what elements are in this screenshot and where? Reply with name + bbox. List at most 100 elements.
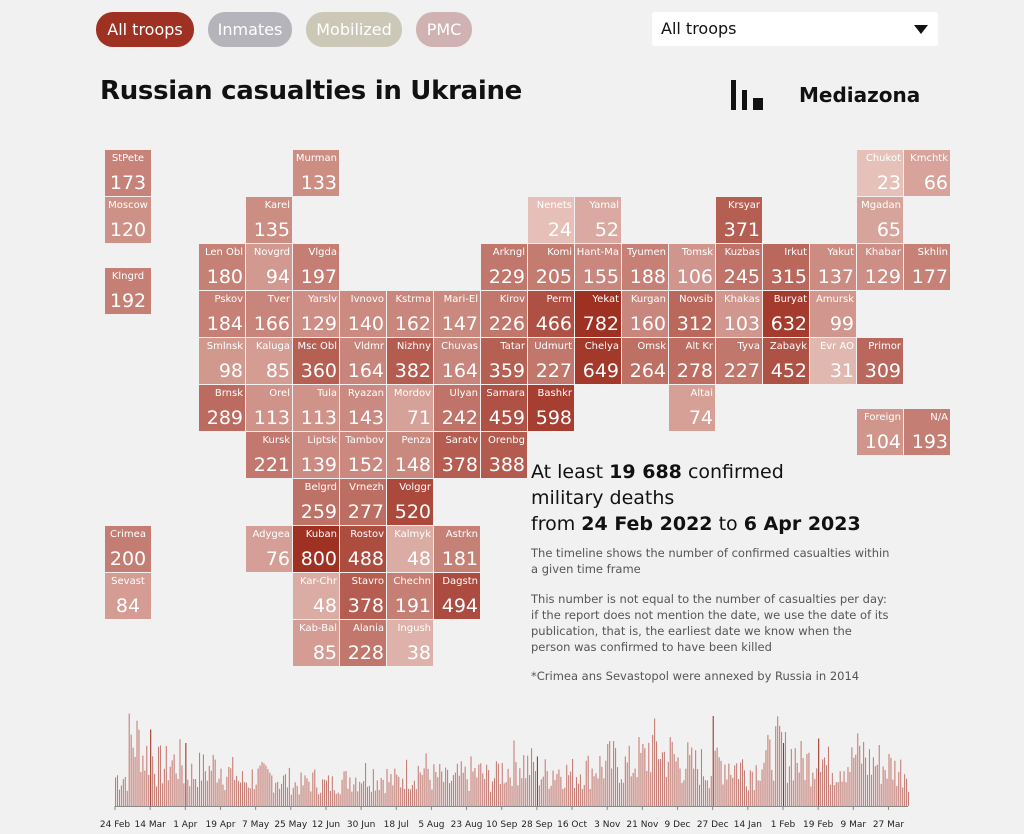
timeline-bar[interactable] xyxy=(753,790,755,806)
timeline-bar[interactable] xyxy=(583,785,585,806)
region-tile-kuzbas[interactable]: Kuzbas 245 xyxy=(716,244,762,290)
timeline-bar[interactable] xyxy=(284,774,286,806)
region-tile-primor[interactable]: Primor 309 xyxy=(857,338,903,384)
region-tile-zabayk[interactable]: Zabayk 452 xyxy=(763,338,809,384)
region-tile-yarslv[interactable]: Yarslv 129 xyxy=(293,291,339,337)
timeline-bar[interactable] xyxy=(724,764,726,806)
casualty-timeline-chart[interactable]: 24 Feb 14 Mar 1 Apr 19 Apr 7 May 25 May 12 Jun… xyxy=(96,708,926,834)
tab-all-troops[interactable]: All troops xyxy=(96,12,194,47)
region-tile-bashkr[interactable]: Bashkr 598 xyxy=(528,385,574,431)
timeline-bar[interactable] xyxy=(609,741,611,806)
region-tile-nizhny[interactable]: Nizhny 382 xyxy=(387,338,433,384)
region-tile-orel[interactable]: Orel 113 xyxy=(246,385,292,431)
timeline-bar[interactable] xyxy=(212,754,214,806)
timeline-bar[interactable] xyxy=(441,771,443,806)
region-tile-chukot[interactable]: Chukot 23 xyxy=(857,150,903,196)
timeline-bar[interactable] xyxy=(384,793,386,806)
timeline-bar[interactable] xyxy=(804,780,806,806)
timeline-bar[interactable] xyxy=(876,764,878,806)
region-tile-kursk[interactable]: Kursk 221 xyxy=(246,432,292,478)
timeline-bar[interactable] xyxy=(273,792,275,806)
timeline-bar[interactable] xyxy=(478,764,480,806)
timeline-bar[interactable] xyxy=(784,732,787,806)
timeline-bar[interactable] xyxy=(476,777,478,806)
timeline-bar[interactable] xyxy=(751,771,753,806)
timeline-bar[interactable] xyxy=(243,782,245,806)
timeline-bar[interactable] xyxy=(808,752,810,806)
timeline-bar[interactable] xyxy=(792,780,794,806)
region-tile-tver[interactable]: Tver 166 xyxy=(246,291,292,337)
timeline-bar[interactable] xyxy=(870,774,872,806)
timeline-bar[interactable] xyxy=(589,789,591,806)
region-tile-kurgan[interactable]: Kurgan 160 xyxy=(622,291,668,337)
timeline-bar[interactable] xyxy=(892,779,894,806)
timeline-bar[interactable] xyxy=(429,779,431,806)
timeline-bar[interactable] xyxy=(204,771,206,806)
timeline-bar[interactable] xyxy=(200,780,203,806)
timeline-bar[interactable] xyxy=(245,782,247,806)
region-tile-klngrd[interactable]: Klngrd 192 xyxy=(105,267,151,314)
timeline-bar[interactable] xyxy=(400,787,402,806)
timeline-bar[interactable] xyxy=(699,784,701,806)
timeline-bar[interactable] xyxy=(261,762,263,806)
region-tile-kaluga[interactable]: Kaluga 85 xyxy=(246,338,292,384)
timeline-bar[interactable] xyxy=(657,759,660,806)
timeline-bar[interactable] xyxy=(394,768,396,806)
region-tile-hant-ma[interactable]: Hant-Ma 155 xyxy=(575,244,621,290)
timeline-bar[interactable] xyxy=(544,759,546,806)
timeline-bar[interactable] xyxy=(548,788,550,806)
timeline-bar[interactable] xyxy=(339,794,341,806)
timeline-bar[interactable] xyxy=(865,757,867,806)
timeline-bar[interactable] xyxy=(335,793,337,806)
timeline-bar[interactable] xyxy=(409,789,411,806)
timeline-bar[interactable] xyxy=(581,788,583,806)
timeline-bar[interactable] xyxy=(779,725,781,806)
timeline-bar[interactable] xyxy=(159,745,161,806)
timeline-bar[interactable] xyxy=(738,779,740,806)
timeline-bar[interactable] xyxy=(156,786,158,806)
region-tile-krsyar[interactable]: Krsyar 371 xyxy=(716,197,762,243)
region-tile-ryazan[interactable]: Ryazan 143 xyxy=(340,385,386,431)
timeline-bar[interactable] xyxy=(736,763,738,806)
timeline-bar[interactable] xyxy=(271,775,273,806)
timeline-bar[interactable] xyxy=(314,769,316,806)
timeline-bar[interactable] xyxy=(652,734,654,806)
timeline-bar[interactable] xyxy=(613,741,615,806)
timeline-bar[interactable] xyxy=(386,768,388,806)
timeline-bar[interactable] xyxy=(357,791,359,806)
timeline-bar[interactable] xyxy=(626,762,628,806)
timeline-bar[interactable] xyxy=(616,767,619,806)
timeline-bar[interactable] xyxy=(322,779,324,806)
timeline-bar[interactable] xyxy=(443,781,445,806)
region-tile-yekat[interactable]: Yekat 782 xyxy=(575,291,621,337)
timeline-bar[interactable] xyxy=(532,761,535,806)
timeline-bar[interactable] xyxy=(824,757,826,806)
timeline-bar[interactable] xyxy=(236,775,238,806)
timeline-bar[interactable] xyxy=(859,745,861,806)
region-tile-penza[interactable]: Penza 148 xyxy=(387,432,433,478)
timeline-bar[interactable] xyxy=(585,760,587,806)
timeline-bar[interactable] xyxy=(253,789,255,806)
timeline-bar[interactable] xyxy=(759,780,761,806)
timeline-bar[interactable] xyxy=(603,778,605,806)
timeline-bar[interactable] xyxy=(363,781,365,806)
region-tile-kab-bal[interactable]: Kab-Bal 85 xyxy=(293,620,339,666)
region-tile-chuvas[interactable]: Chuvas 164 xyxy=(434,338,480,384)
timeline-bar[interactable] xyxy=(167,780,169,806)
timeline-bar[interactable] xyxy=(214,759,216,806)
timeline-bar[interactable] xyxy=(558,769,560,806)
timeline-bar[interactable] xyxy=(861,763,863,806)
timeline-bar[interactable] xyxy=(421,774,423,806)
region-tile-chelya[interactable]: Chelya 649 xyxy=(575,338,621,384)
region-tile-tyumen[interactable]: Tyumen 188 xyxy=(622,244,668,290)
timeline-bar[interactable] xyxy=(423,768,425,806)
region-tile-n-a[interactable]: N/A 193 xyxy=(904,408,950,455)
timeline-bar[interactable] xyxy=(279,788,281,806)
timeline-bar[interactable] xyxy=(816,768,818,806)
timeline-bar[interactable] xyxy=(445,767,447,806)
timeline-bar[interactable] xyxy=(503,783,505,806)
region-tile-moscow[interactable]: Moscow 120 xyxy=(105,197,151,243)
timeline-bar[interactable] xyxy=(802,758,804,806)
timeline-bar[interactable] xyxy=(411,785,413,806)
timeline-bar[interactable] xyxy=(814,779,816,806)
